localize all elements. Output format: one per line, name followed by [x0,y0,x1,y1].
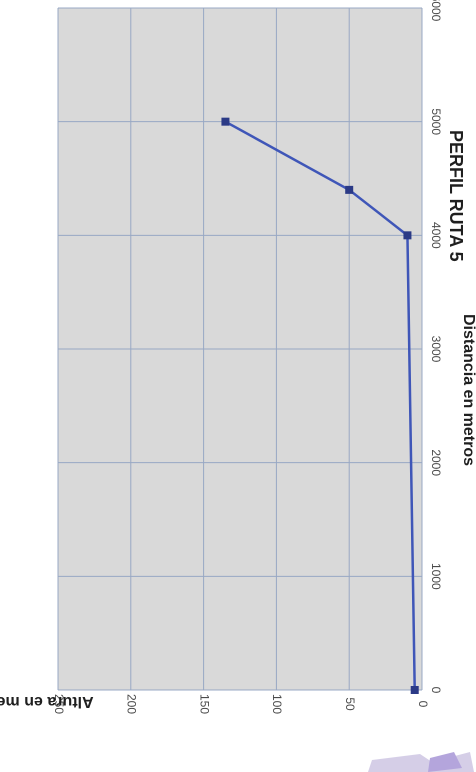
x-tick-label: 3000 [429,336,443,363]
x-axis-ticks: 0 1000 2000 3000 4000 5000 6000 [429,0,443,694]
y-tick-label: 0 [416,701,430,708]
x-tick-label: 1000 [429,563,443,590]
data-point [345,185,354,194]
y-tick-label: 50 [343,697,357,711]
y-axis-ticks: 0 50 100 150 200 250 [52,694,430,714]
y-tick-label: 250 [52,694,66,714]
y-tick-label: 150 [197,694,211,714]
data-point [403,231,412,240]
x-axis-title: Distancia en metros [460,314,476,466]
x-tick-label: 6000 [429,0,443,22]
x-tick-label: 0 [429,687,443,694]
y-tick-label: 200 [125,694,139,714]
x-tick-label: 5000 [429,108,443,135]
grid-lines [57,7,423,691]
data-point [410,686,419,694]
y-axis-title: Altura en metros [0,693,94,710]
data-point [221,117,230,126]
x-tick-label: 2000 [429,449,443,476]
series-group [221,117,419,694]
chart-title: PERFIL RUTA 5 [446,130,466,262]
x-tick-label: 4000 [429,222,443,249]
y-tick-label: 100 [270,694,284,714]
series-line [224,120,416,691]
scan-smudge [368,752,474,772]
